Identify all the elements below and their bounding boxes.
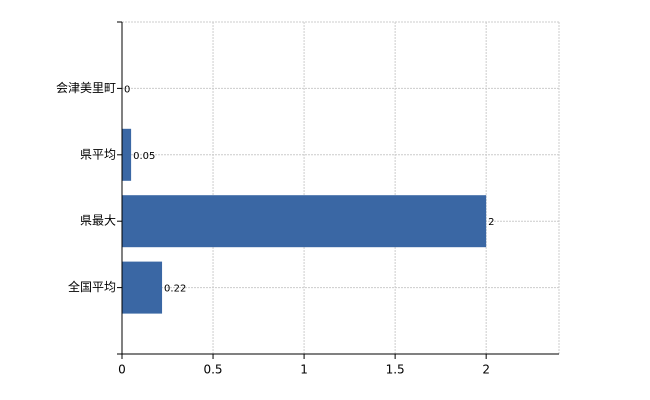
x-tick-label: 0 [118, 363, 126, 377]
bar [122, 195, 487, 248]
y-tick-label: 県平均 [80, 147, 116, 161]
bar [122, 128, 132, 181]
value-label: 0 [124, 84, 130, 95]
bar [122, 261, 163, 314]
x-tick-label: 1 [300, 363, 308, 377]
value-label: 2 [488, 217, 494, 228]
x-tick-label: 1.5 [386, 363, 405, 377]
y-tick-label: 会津美里町 [56, 81, 116, 95]
value-label: 0.22 [164, 284, 186, 295]
y-tick-label: 県最大 [80, 214, 116, 228]
y-tick-label: 全国平均 [68, 279, 116, 294]
x-tick-label: 0.5 [203, 363, 222, 377]
x-tick-label: 2 [482, 363, 490, 377]
value-label: 0.05 [133, 151, 155, 162]
